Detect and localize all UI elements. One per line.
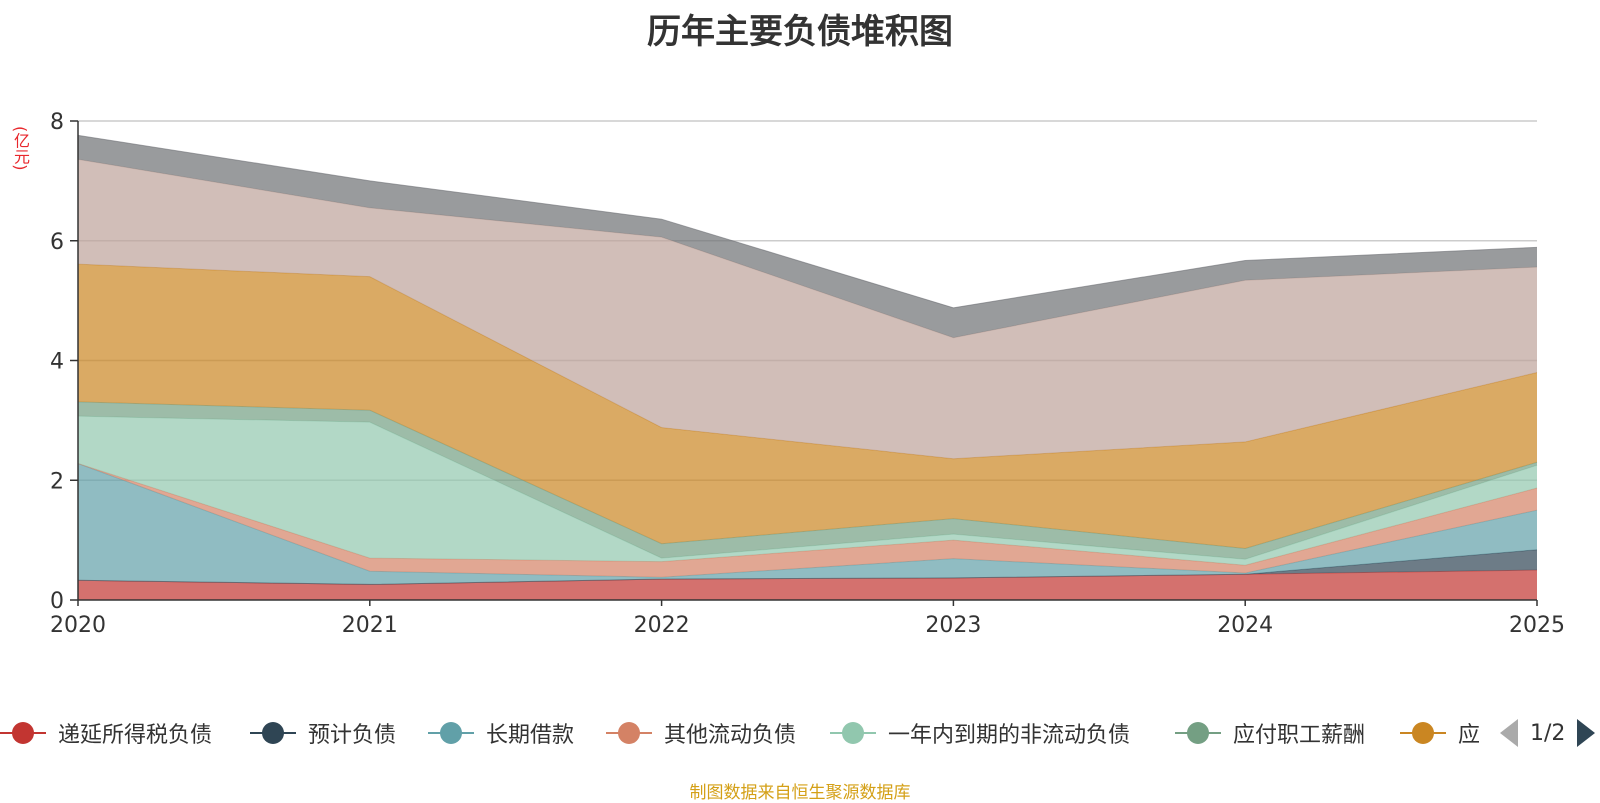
legend-marker-icon xyxy=(606,721,652,745)
legend-item-label: 其他流动负债 xyxy=(664,723,797,748)
legend-item[interactable]: 递延所得税负债 xyxy=(0,715,212,751)
legend-item[interactable]: 一年内到期的非流动负债 xyxy=(830,715,1130,751)
legend: 递延所得税负债 预计负债 长期借款 其他流动负债 一年内到期的非流动负债 应付职工薪酬应 … xyxy=(0,715,1600,751)
area-series-line-3 xyxy=(77,463,1538,566)
x-tick-label: 2025 xyxy=(1509,613,1565,638)
x-tick-label: 2023 xyxy=(925,613,981,638)
area-series-6 xyxy=(78,264,1537,549)
legend-item-label: 递延所得税负债 xyxy=(58,723,213,748)
legend-item-label: 应 xyxy=(1458,723,1481,748)
y-tick-label: 2 xyxy=(50,469,64,494)
legend-marker-icon xyxy=(1175,721,1221,745)
area-series-7 xyxy=(78,159,1537,459)
legend-item[interactable]: 长期借款 xyxy=(428,715,574,751)
area-series-3 xyxy=(78,463,1537,578)
y-axis-unit-label: (亿元) xyxy=(11,125,30,171)
legend-next-page-icon[interactable] xyxy=(1577,719,1596,747)
area-series-2 xyxy=(78,463,1537,585)
y-tick-label: 8 xyxy=(50,110,64,135)
chart-title: 历年主要负债堆积图 xyxy=(647,12,953,52)
legend-marker-icon xyxy=(428,721,474,745)
legend-item-label: 长期借款 xyxy=(486,723,575,748)
area-series-4 xyxy=(78,416,1537,566)
legend-item[interactable]: 预计负债 xyxy=(250,715,396,751)
x-tick-label: 2020 xyxy=(50,613,106,638)
area-series-line-8 xyxy=(77,134,1538,309)
legend-prev-page-icon[interactable] xyxy=(1500,719,1518,747)
x-tick-label: 2022 xyxy=(634,613,690,638)
x-tick-label: 2021 xyxy=(342,613,398,638)
legend-marker-icon xyxy=(1400,721,1446,745)
legend-marker-icon xyxy=(250,721,296,745)
legend-item[interactable]: 应付职工薪酬 xyxy=(1175,715,1365,751)
legend-marker-icon xyxy=(830,721,876,745)
area-series-0 xyxy=(78,570,1537,600)
legend-marker-icon xyxy=(0,721,46,745)
legend-item-label: 预计负债 xyxy=(308,723,397,748)
legend-page-indicator: 1/2 xyxy=(1530,720,1566,746)
area-series-5 xyxy=(78,401,1537,560)
legend-item-label: 应付职工薪酬 xyxy=(1233,723,1366,748)
y-tick-label: 4 xyxy=(50,350,64,375)
area-series-8 xyxy=(78,135,1537,338)
y-tick-label: 6 xyxy=(50,230,64,255)
legend-pager: 1/2 xyxy=(1500,715,1596,751)
legend-item[interactable]: 应 xyxy=(1400,715,1480,751)
legend-item[interactable]: 其他流动负债 xyxy=(606,715,796,751)
legend-item-label: 一年内到期的非流动负债 xyxy=(888,723,1131,748)
source-note: 制图数据来自恒生聚源数据库 xyxy=(689,783,911,803)
y-tick-label: 0 xyxy=(50,589,64,614)
x-tick-label: 2024 xyxy=(1217,613,1273,638)
